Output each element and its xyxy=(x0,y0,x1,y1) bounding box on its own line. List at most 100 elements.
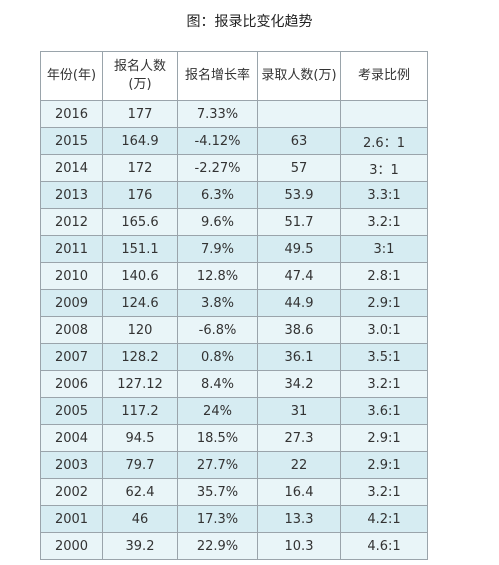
header-admitted: 录取人数(万) xyxy=(257,51,341,101)
cell-year: 2000 xyxy=(40,532,103,560)
cell-applicants: 128.2 xyxy=(102,343,178,371)
cell-growth-rate: 35.7% xyxy=(177,478,258,506)
cell-growth-rate: 7.9% xyxy=(177,235,258,263)
table-row: 2010 140.6 12.8% 47.4 2.8:1 xyxy=(40,262,428,290)
cell-ratio: 3.2:1 xyxy=(340,370,428,398)
cell-applicants: 94.5 xyxy=(102,424,178,452)
table-row: 2000 39.2 22.9% 10.3 4.6:1 xyxy=(40,532,428,560)
table-row: 2004 94.5 18.5% 27.3 2.9:1 xyxy=(40,424,428,452)
cell-applicants: 164.9 xyxy=(102,127,178,155)
cell-year: 2008 xyxy=(40,316,103,344)
cell-admitted: 47.4 xyxy=(257,262,341,290)
table-row: 2012 165.6 9.6% 51.7 3.2:1 xyxy=(40,208,428,236)
table-row: 2014 172 -2.27% 57 3：1 xyxy=(40,154,428,182)
cell-ratio: 2.6：1 xyxy=(340,127,428,155)
cell-ratio: 3.6:1 xyxy=(340,397,428,425)
cell-ratio: 3.2:1 xyxy=(340,478,428,506)
cell-ratio xyxy=(340,100,428,128)
chart-title: 图：报录比变化趋势 xyxy=(186,14,313,30)
cell-growth-rate: 24% xyxy=(177,397,258,425)
table-row: 2006 127.12 8.4% 34.2 3.2:1 xyxy=(40,370,428,398)
cell-ratio: 4.6:1 xyxy=(340,532,428,560)
header-year: 年份(年) xyxy=(40,51,103,101)
cell-ratio: 3.0:1 xyxy=(340,316,428,344)
cell-admitted: 49.5 xyxy=(257,235,341,263)
cell-admitted: 13.3 xyxy=(257,505,341,533)
cell-growth-rate: -4.12% xyxy=(177,127,258,155)
cell-ratio: 2.8:1 xyxy=(340,262,428,290)
cell-applicants: 177 xyxy=(102,100,178,128)
cell-year: 2012 xyxy=(40,208,103,236)
enrollment-ratio-table: 年份(年) 报名人数 (万) 报名增长率 录取人数(万) 考录比例 2016 177… xyxy=(40,51,428,560)
cell-admitted xyxy=(257,100,341,128)
cell-ratio: 3:1 xyxy=(340,235,428,263)
cell-admitted: 38.6 xyxy=(257,316,341,344)
cell-admitted: 63 xyxy=(257,127,341,155)
cell-year: 2002 xyxy=(40,478,103,506)
cell-applicants: 176 xyxy=(102,181,178,209)
cell-applicants: 39.2 xyxy=(102,532,178,560)
cell-year: 2001 xyxy=(40,505,103,533)
table-row: 2009 124.6 3.8% 44.9 2.9:1 xyxy=(40,289,428,317)
cell-applicants: 140.6 xyxy=(102,262,178,290)
cell-year: 2005 xyxy=(40,397,103,425)
cell-admitted: 53.9 xyxy=(257,181,341,209)
cell-year: 2004 xyxy=(40,424,103,452)
cell-growth-rate: 12.8% xyxy=(177,262,258,290)
cell-growth-rate: 3.8% xyxy=(177,289,258,317)
cell-applicants: 124.6 xyxy=(102,289,178,317)
cell-growth-rate: 17.3% xyxy=(177,505,258,533)
cell-year: 2010 xyxy=(40,262,103,290)
cell-applicants: 165.6 xyxy=(102,208,178,236)
cell-ratio: 3.3:1 xyxy=(340,181,428,209)
table-row: 2007 128.2 0.8% 36.1 3.5:1 xyxy=(40,343,428,371)
table-body: 2016 177 7.33% 2015 164.9 -4.12% 63 2.6：1 2014 17… xyxy=(40,100,428,560)
cell-ratio: 2.9:1 xyxy=(340,289,428,317)
cell-ratio: 4.2:1 xyxy=(340,505,428,533)
cell-applicants: 117.2 xyxy=(102,397,178,425)
cell-growth-rate: 6.3% xyxy=(177,181,258,209)
cell-growth-rate: 0.8% xyxy=(177,343,258,371)
cell-year: 2016 xyxy=(40,100,103,128)
cell-growth-rate: 18.5% xyxy=(177,424,258,452)
cell-admitted: 10.3 xyxy=(257,532,341,560)
cell-admitted: 27.3 xyxy=(257,424,341,452)
table-row: 2008 120 -6.8% 38.6 3.0:1 xyxy=(40,316,428,344)
cell-admitted: 31 xyxy=(257,397,341,425)
cell-admitted: 44.9 xyxy=(257,289,341,317)
header-applicants: 报名人数 (万) xyxy=(102,51,178,101)
cell-applicants: 62.4 xyxy=(102,478,178,506)
header-ratio: 考录比例 xyxy=(340,51,428,101)
cell-growth-rate: -6.8% xyxy=(177,316,258,344)
cell-year: 2014 xyxy=(40,154,103,182)
cell-growth-rate: 8.4% xyxy=(177,370,258,398)
cell-year: 2011 xyxy=(40,235,103,263)
table-row: 2015 164.9 -4.12% 63 2.6：1 xyxy=(40,127,428,155)
cell-growth-rate: -2.27% xyxy=(177,154,258,182)
cell-year: 2013 xyxy=(40,181,103,209)
cell-ratio: 2.9:1 xyxy=(340,424,428,452)
cell-growth-rate: 22.9% xyxy=(177,532,258,560)
table-row: 2013 176 6.3% 53.9 3.3:1 xyxy=(40,181,428,209)
table-row: 2005 117.2 24% 31 3.6:1 xyxy=(40,397,428,425)
cell-year: 2007 xyxy=(40,343,103,371)
cell-admitted: 16.4 xyxy=(257,478,341,506)
cell-ratio: 3.2:1 xyxy=(340,208,428,236)
cell-admitted: 36.1 xyxy=(257,343,341,371)
cell-applicants: 79.7 xyxy=(102,451,178,479)
cell-ratio: 3.5:1 xyxy=(340,343,428,371)
cell-applicants: 172 xyxy=(102,154,178,182)
cell-year: 2015 xyxy=(40,127,103,155)
table-header: 年份(年) 报名人数 (万) 报名增长率 录取人数(万) 考录比例 xyxy=(40,51,428,101)
cell-admitted: 51.7 xyxy=(257,208,341,236)
table-row: 2003 79.7 27.7% 22 2.9:1 xyxy=(40,451,428,479)
cell-ratio: 3：1 xyxy=(340,154,428,182)
cell-growth-rate: 7.33% xyxy=(177,100,258,128)
cell-growth-rate: 9.6% xyxy=(177,208,258,236)
cell-ratio: 2.9:1 xyxy=(340,451,428,479)
cell-year: 2009 xyxy=(40,289,103,317)
cell-admitted: 22 xyxy=(257,451,341,479)
cell-applicants: 127.12 xyxy=(102,370,178,398)
table-row: 2016 177 7.33% xyxy=(40,100,428,128)
cell-year: 2006 xyxy=(40,370,103,398)
